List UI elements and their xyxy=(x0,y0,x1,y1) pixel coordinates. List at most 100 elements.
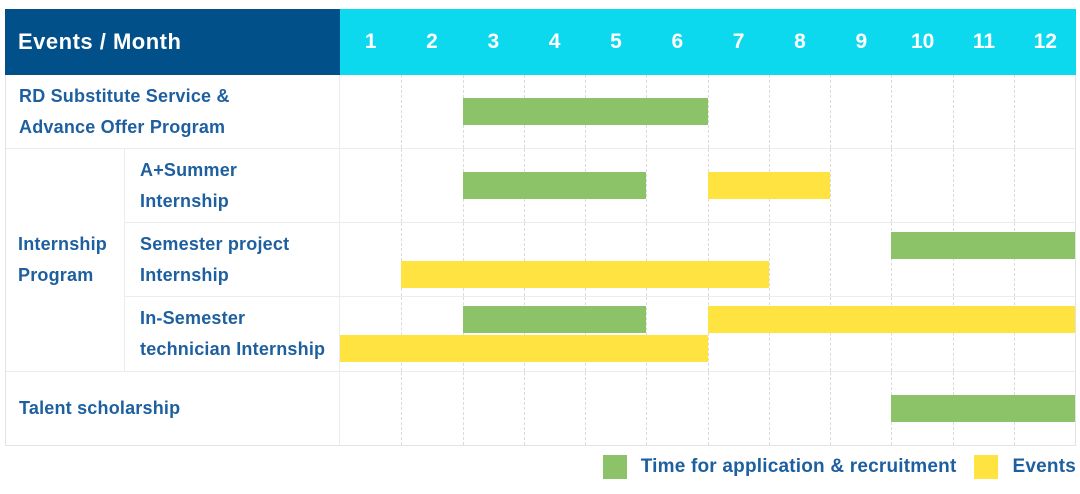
month-gridline xyxy=(401,149,403,222)
month-header-cell: 8 xyxy=(794,30,806,53)
row-label-line: Advance Offer Program xyxy=(19,116,226,137)
month-gridline xyxy=(830,149,831,222)
month-header-cell: 11 xyxy=(972,30,996,53)
yellow-bar xyxy=(707,172,830,199)
row-label-line: Program xyxy=(18,265,94,285)
month-gridline xyxy=(401,372,403,445)
month-header-cell: 6 xyxy=(671,30,684,53)
row-chart-area xyxy=(340,149,1075,222)
legend-item: Time for application & recruitment xyxy=(602,455,957,479)
row-label-line: Internship xyxy=(140,190,230,211)
month-gridline xyxy=(646,223,648,296)
legend-item: Events xyxy=(974,455,1076,479)
yellow-bar xyxy=(707,306,1075,333)
month-gridline xyxy=(830,75,831,148)
month-header-cell: 9 xyxy=(855,30,868,53)
green-bar xyxy=(891,232,1075,259)
row-chart-area xyxy=(340,372,1075,445)
month-gridline xyxy=(1013,149,1015,222)
month-gridline xyxy=(585,372,586,445)
month-gridline xyxy=(768,297,770,371)
month-header-cell: 2 xyxy=(426,30,438,53)
month-gridline xyxy=(707,75,709,148)
month-gridline xyxy=(952,297,954,371)
group-block: Internship Program A+Summer Internship Semes… xyxy=(6,149,1075,372)
row-chart-area xyxy=(340,223,1075,296)
month-header-cell: 12 xyxy=(1033,30,1057,53)
month-header-cell: 7 xyxy=(732,30,745,53)
yellow-bar xyxy=(401,261,769,288)
month-gridline xyxy=(952,223,954,296)
month-gridline xyxy=(707,297,709,371)
month-gridline xyxy=(462,297,464,371)
month-gridline xyxy=(891,75,893,148)
month-gridline xyxy=(646,297,648,371)
row-chart-area xyxy=(340,297,1075,371)
table-row: In-Semester technician Internship xyxy=(125,297,1075,371)
month-header-strip: 1 2 3 4 5 6 7 8 9 10 11 12 xyxy=(340,9,1076,75)
month-header-cell: 3 xyxy=(487,30,500,53)
row-label: Talent scholarship xyxy=(6,372,340,445)
row-chart-area xyxy=(340,75,1075,148)
month-header-cell: 4 xyxy=(548,30,561,53)
month-gridline xyxy=(523,223,525,296)
month-gridline xyxy=(830,223,831,296)
month-gridline xyxy=(401,223,403,296)
month-gridline xyxy=(830,372,831,445)
table-body: RD Substitute Service & Advance Offer Pro… xyxy=(5,75,1076,446)
row-label-line: Semester project xyxy=(140,233,290,254)
group-children: A+Summer Internship Semester project Intern… xyxy=(125,149,1075,371)
header-corner-cell: Events / Month xyxy=(5,9,340,75)
row-label: Semester project Internship xyxy=(125,223,340,296)
month-header-cell: 1 xyxy=(364,30,377,53)
month-gridline xyxy=(891,223,893,296)
month-gridline xyxy=(952,75,954,148)
month-gridline xyxy=(585,223,586,296)
yellow-legend-swatch xyxy=(974,455,999,479)
table-header-row: Events / Month 1 2 3 4 5 6 7 8 9 10 11 12 xyxy=(5,9,1076,75)
month-header-cell: 10 xyxy=(910,30,935,53)
month-gridline xyxy=(707,223,709,296)
green-bar xyxy=(462,306,647,333)
month-gridline xyxy=(830,297,831,371)
legend-label: Events xyxy=(1012,456,1076,477)
month-gridline xyxy=(646,372,648,445)
row-label: In-Semester technician Internship xyxy=(125,297,340,371)
schedule-table: Events / Month 1 2 3 4 5 6 7 8 9 10 11 12 RD Substi… xyxy=(5,9,1076,446)
month-gridline xyxy=(401,297,403,371)
table-row: RD Substitute Service & Advance Offer Pro… xyxy=(6,75,1075,149)
row-label-line: Internship xyxy=(18,234,108,254)
green-bar xyxy=(891,395,1075,422)
month-gridline xyxy=(707,372,709,445)
legend: Time for application & recruitment Events xyxy=(602,455,1076,479)
month-gridline xyxy=(891,149,893,222)
row-label-line: RD Substitute Service & xyxy=(19,85,230,106)
month-gridline xyxy=(1013,75,1015,148)
month-gridline xyxy=(523,297,525,371)
month-header-cell: 5 xyxy=(610,30,622,53)
row-label-line: Internship xyxy=(140,264,230,285)
green-legend-swatch xyxy=(602,455,627,479)
month-gridline xyxy=(952,149,954,222)
month-gridline xyxy=(462,372,464,445)
month-gridline xyxy=(768,75,770,148)
month-gridline xyxy=(768,372,770,445)
month-gridline xyxy=(401,75,403,148)
row-label-line: A+Summer xyxy=(140,159,238,180)
month-gridline xyxy=(646,149,648,222)
month-gridline xyxy=(1013,297,1015,371)
month-gridline xyxy=(585,297,586,371)
table-row: Semester project Internship xyxy=(125,223,1075,297)
month-gridline xyxy=(462,223,464,296)
month-gridline xyxy=(1013,223,1015,296)
group-label: Internship Program xyxy=(6,149,125,371)
row-label: A+Summer Internship xyxy=(125,149,340,222)
month-gridline xyxy=(523,372,525,445)
row-label: RD Substitute Service & Advance Offer Pro… xyxy=(6,75,340,148)
header-title: Events / Month xyxy=(18,29,182,54)
row-label-line: Talent scholarship xyxy=(19,398,181,418)
table-row: Talent scholarship xyxy=(6,372,1075,445)
row-label-line: technician Internship xyxy=(140,339,326,359)
table-row: A+Summer Internship xyxy=(125,149,1075,223)
